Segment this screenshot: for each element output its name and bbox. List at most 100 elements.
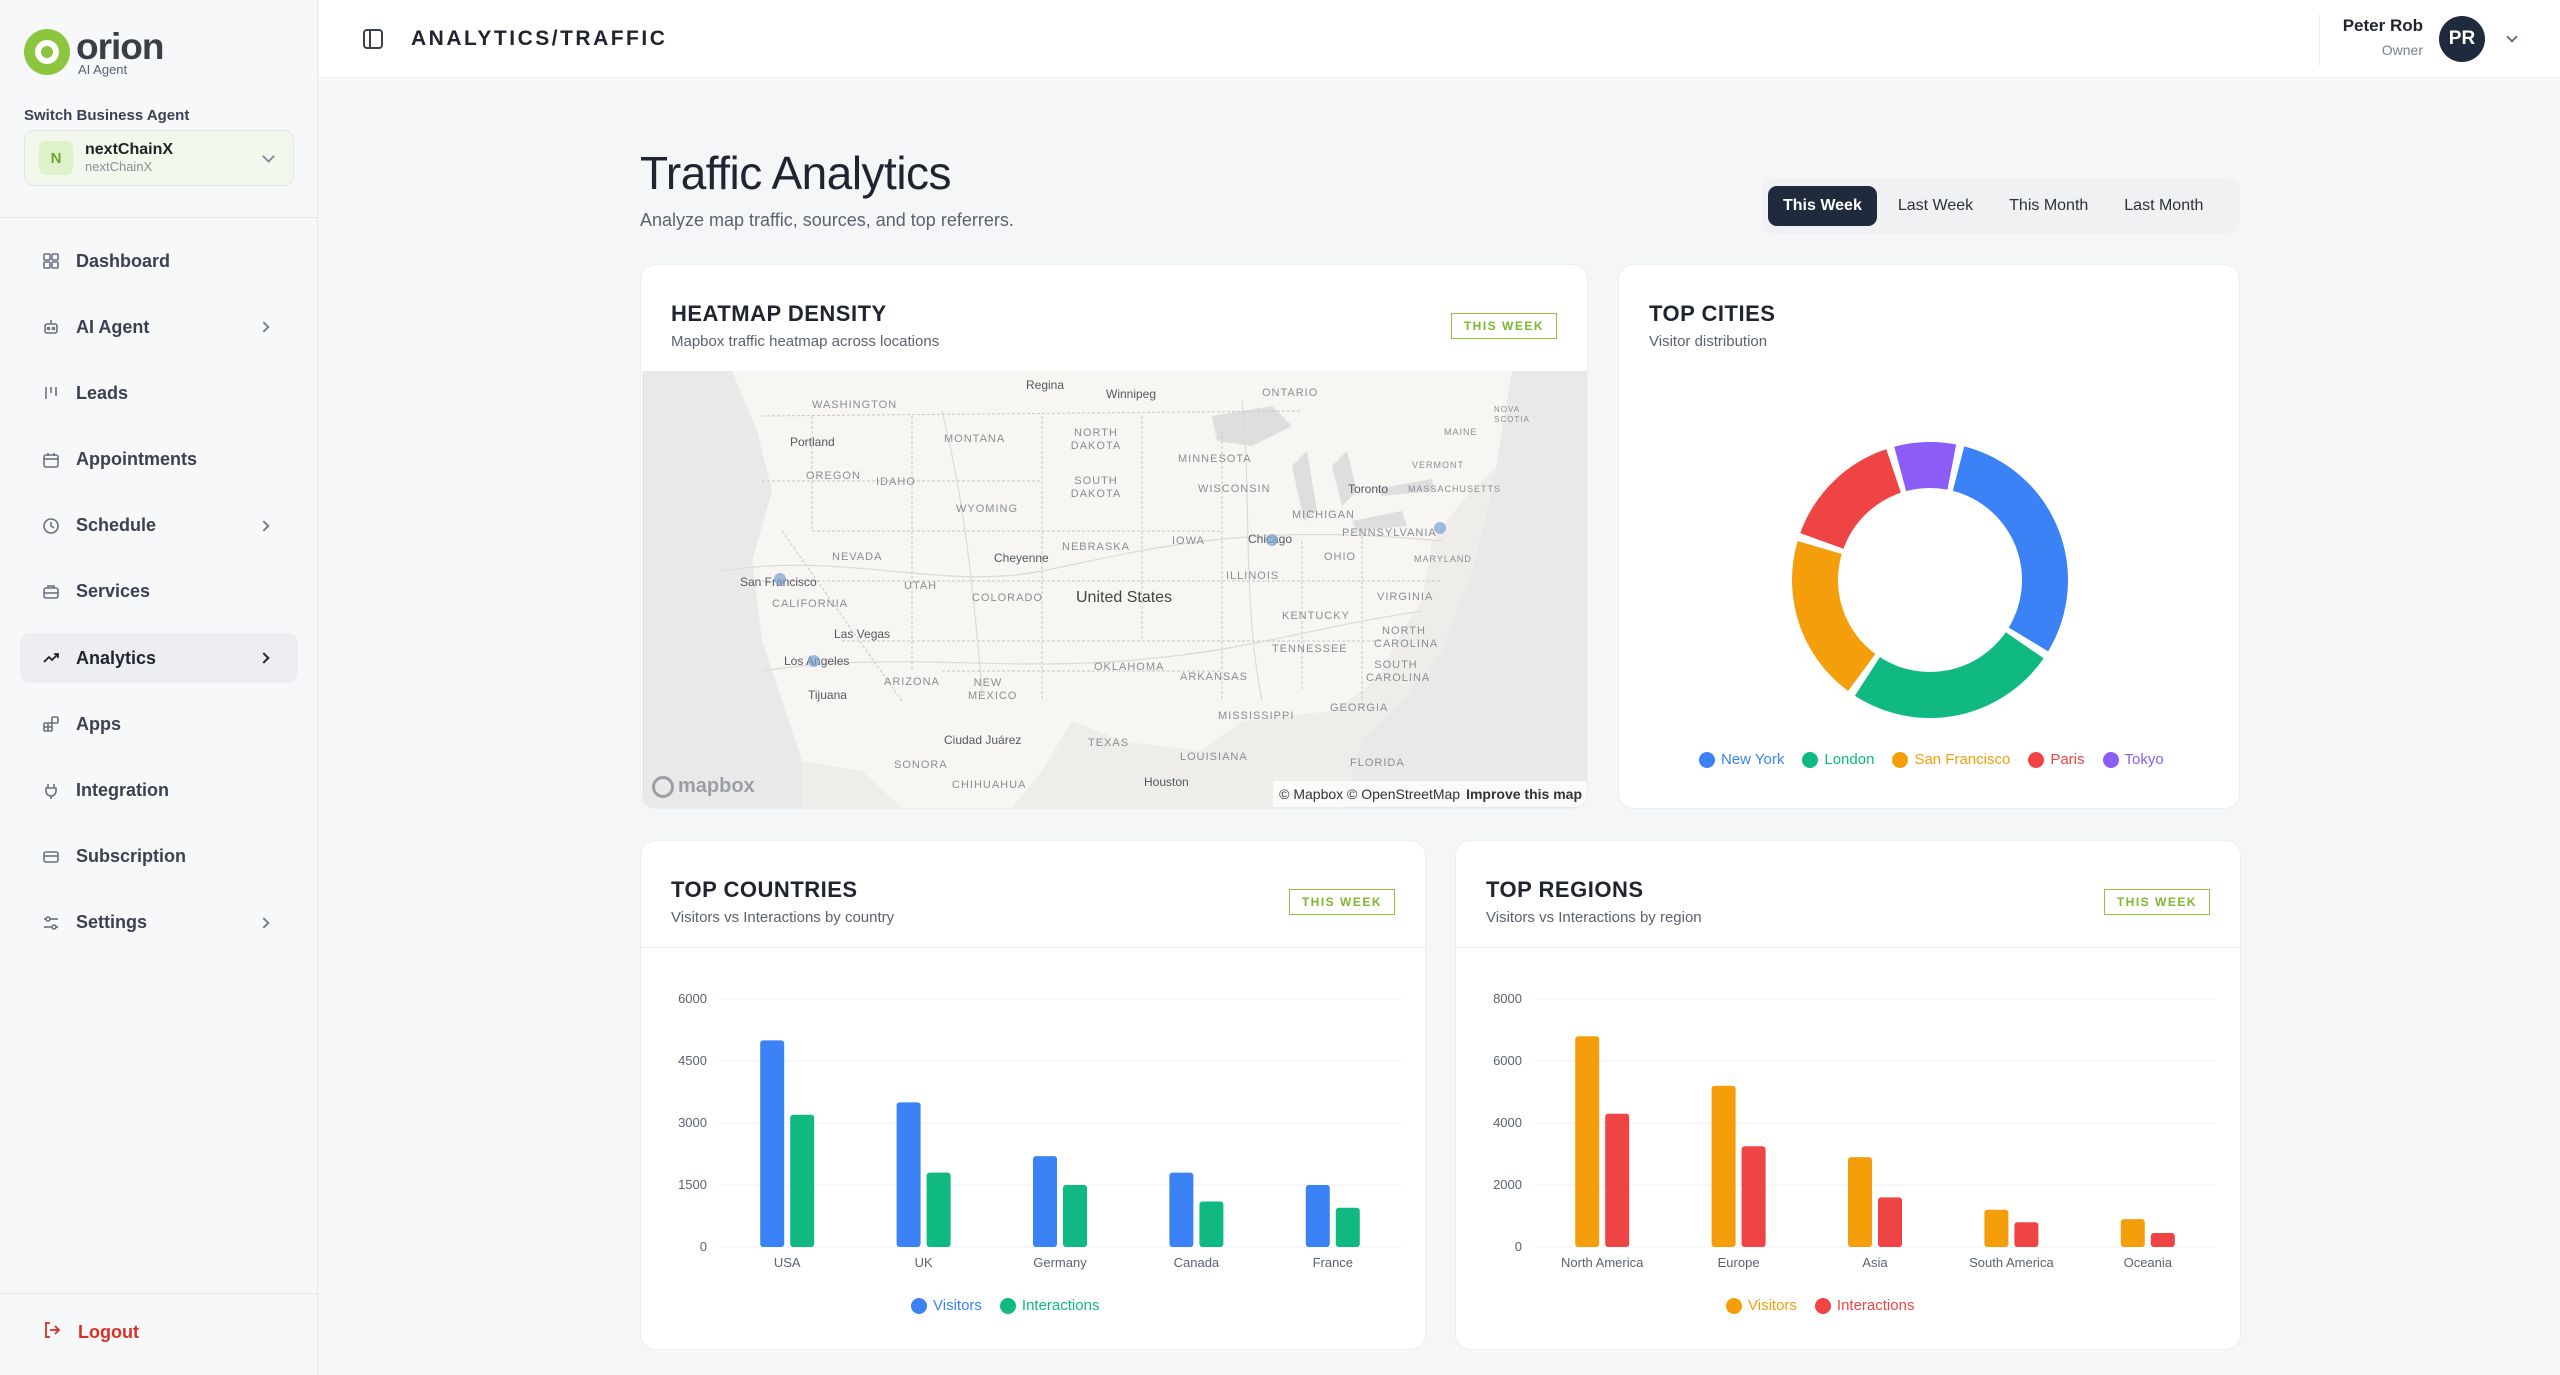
- sidebar-item-services[interactable]: Services: [20, 567, 298, 617]
- map-label: ONTARIO: [1262, 387, 1319, 399]
- map-label: WISCONSIN: [1198, 483, 1271, 495]
- map-label: IDAHO: [876, 476, 916, 488]
- bar-visitors-france[interactable]: [1305, 1185, 1330, 1247]
- x-tick-label: Europe: [1718, 1255, 1760, 1270]
- sidebar-item-leads[interactable]: Leads: [20, 368, 298, 418]
- legend-item[interactable]: Interactions: [999, 1297, 1099, 1314]
- card-icon: [42, 848, 60, 866]
- bar-visitors-oceania[interactable]: [2120, 1219, 2145, 1247]
- mapbox-logo[interactable]: mapbox: [652, 775, 755, 798]
- sidebar-item-dashboard[interactable]: Dashboard: [20, 236, 298, 286]
- bar-interactions-europe[interactable]: [1741, 1146, 1766, 1247]
- chevron-right-icon: [258, 917, 270, 929]
- donut-slice-san-francisco[interactable]: [1792, 540, 1876, 692]
- attribution-text: © Mapbox © OpenStreetMap: [1279, 786, 1461, 802]
- regions-bar-chart: 0 2000 4000 6000 8000 North America Europe Asia…: [1493, 991, 2216, 1270]
- sidebar-item-label: Schedule: [76, 515, 157, 536]
- agent-badge: N: [39, 141, 73, 175]
- bar-interactions-north-america[interactable]: [1605, 1113, 1630, 1247]
- sidebar-item-settings[interactable]: Settings: [20, 898, 298, 948]
- heatmap-map[interactable]: Regina Winnipeg ONTARIO WASHINGTON Portl…: [642, 371, 1587, 808]
- user-divider: [2319, 14, 2320, 66]
- map-label: Toronto: [1348, 482, 1389, 496]
- legend-swatch: [2028, 751, 2045, 768]
- legend-label: Visitors: [1748, 1297, 1797, 1314]
- sidebar-divider: [0, 1293, 318, 1294]
- legend-label: New York: [1721, 751, 1785, 768]
- map-label: OREGON: [806, 470, 861, 482]
- logout-button[interactable]: Logout: [42, 1320, 139, 1345]
- sidebar-item-ai-agent[interactable]: AI Agent: [20, 302, 298, 352]
- sidebar-item-subscription[interactable]: Subscription: [20, 832, 298, 882]
- legend-item[interactable]: New York: [1699, 751, 1784, 768]
- bar-interactions-usa[interactable]: [790, 1114, 815, 1247]
- legend-item[interactable]: Tokyo: [2102, 751, 2164, 768]
- tab-this-month[interactable]: This Month: [2009, 197, 2089, 214]
- bar-interactions-oceania[interactable]: [2150, 1233, 2175, 1247]
- legend-label: Visitors: [933, 1297, 982, 1314]
- donut-slice-tokyo[interactable]: [1894, 442, 1957, 492]
- sidebar-item-label: Integration: [76, 780, 169, 800]
- map-label: Cheyenne: [994, 551, 1049, 565]
- map-attribution[interactable]: © Mapbox © OpenStreetMap Improve this ma…: [1273, 781, 1587, 807]
- y-tick-label: 6000: [678, 991, 707, 1006]
- map-label: MARYLAND: [1414, 554, 1472, 564]
- map-label: MASSACHUSETTS: [1408, 484, 1502, 494]
- legend-item[interactable]: San Francisco: [1892, 751, 2010, 768]
- donut-slice-london[interactable]: [1854, 632, 2044, 718]
- bar-visitors-south-america[interactable]: [1984, 1209, 2009, 1247]
- legend-item[interactable]: Visitors: [911, 1297, 982, 1314]
- chevron-right-icon: [258, 321, 270, 333]
- legend-item[interactable]: Visitors: [1726, 1297, 1797, 1314]
- x-tick-label: North America: [1561, 1255, 1644, 1270]
- sidebar-item-label: Analytics: [76, 647, 157, 668]
- mapbox-logo-text: mapbox: [678, 775, 755, 797]
- map-label: WYOMING: [956, 503, 1018, 515]
- bar-interactions-france[interactable]: [1335, 1207, 1360, 1247]
- avatar[interactable]: PR: [2439, 16, 2485, 62]
- donut-slice-new-york[interactable]: [1952, 446, 2068, 652]
- map-label: SOUTH CAROLINA: [1366, 659, 1431, 684]
- sidebar-item-appointments[interactable]: Appointments: [20, 435, 298, 485]
- user-role: Owner: [2381, 42, 2423, 58]
- bar-interactions-uk[interactable]: [926, 1172, 951, 1247]
- bar-visitors-germany[interactable]: [1033, 1156, 1057, 1247]
- map-label: SONORA: [894, 759, 948, 771]
- sidebar-item-schedule[interactable]: Schedule: [20, 501, 298, 551]
- tab-this-week[interactable]: This Week: [1768, 186, 1877, 226]
- sidebar-toggle-icon[interactable]: [363, 29, 383, 49]
- regions-legend: Visitors Interactions: [1726, 1297, 1914, 1314]
- card-divider: [1456, 947, 2240, 948]
- sidebar-item-apps[interactable]: Apps: [20, 699, 298, 749]
- top-regions-subtitle: Visitors vs Interactions by region: [1486, 909, 1702, 926]
- legend-item[interactable]: Paris: [2028, 751, 2085, 768]
- agent-select[interactable]: N nextChainX nextChainX: [24, 130, 294, 186]
- sidebar-item-analytics[interactable]: Analytics: [20, 633, 298, 684]
- bar-visitors-canada[interactable]: [1169, 1172, 1194, 1247]
- donut-slice-paris[interactable]: [1800, 449, 1901, 549]
- bar-visitors-uk[interactable]: [896, 1102, 921, 1247]
- tab-last-month[interactable]: Last Month: [2124, 197, 2204, 214]
- tab-last-week[interactable]: Last Week: [1897, 197, 1974, 214]
- improve-map-link[interactable]: Improve this map: [1466, 786, 1582, 802]
- legend-item[interactable]: Interactions: [1814, 1297, 1914, 1314]
- bar-visitors-asia[interactable]: [1848, 1157, 1872, 1247]
- map-label: MISSISSIPPI: [1218, 710, 1295, 722]
- sidebar-item-integration[interactable]: Integration: [20, 766, 298, 816]
- map-label: Ciudad Juárez: [944, 733, 1022, 747]
- legend-item[interactable]: London: [1802, 751, 1874, 768]
- legend-swatch: [1814, 1297, 1831, 1314]
- bar-visitors-north-america[interactable]: [1575, 1036, 1600, 1247]
- brand-logo[interactable]: orion AI Agent: [24, 28, 164, 76]
- page-title: Traffic Analytics: [640, 147, 952, 199]
- bar-visitors-europe[interactable]: [1711, 1085, 1736, 1247]
- sidebar-item-label: AI Agent: [76, 316, 150, 337]
- top-regions-title: TOP REGIONS: [1486, 877, 1644, 902]
- bar-interactions-germany[interactable]: [1063, 1185, 1087, 1247]
- agent-name: nextChainX: [85, 141, 174, 159]
- bar-interactions-canada[interactable]: [1199, 1201, 1224, 1247]
- bar-visitors-usa[interactable]: [760, 1040, 785, 1247]
- calendar-icon: [42, 451, 60, 469]
- bar-interactions-south-america[interactable]: [2014, 1222, 2039, 1247]
- bar-interactions-asia[interactable]: [1878, 1197, 1902, 1247]
